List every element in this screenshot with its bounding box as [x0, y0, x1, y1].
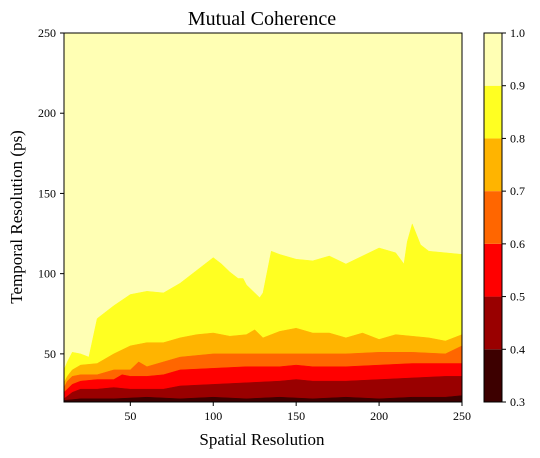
colorbar-tick-label: 0.5 [510, 290, 525, 304]
x-axis-label: Spatial Resolution [199, 430, 325, 449]
colorbar-tick-label: 0.8 [510, 131, 525, 145]
colorbar-frame [483, 32, 503, 403]
y-tick-label: 150 [38, 186, 56, 200]
contour-band-below-0.5 [63, 376, 463, 403]
y-tick-label: 50 [44, 347, 56, 361]
chart-title: Mutual Coherence [188, 8, 336, 30]
colorbar-tick-label: 1.0 [510, 26, 525, 40]
colorbar-tick-label: 0.6 [510, 237, 525, 251]
colorbar-tick-label: 0.9 [510, 79, 525, 93]
y-tick-label: 250 [38, 26, 56, 40]
y-axis: 50 100 150 200 250 [38, 26, 64, 361]
x-tick-label: 100 [204, 409, 222, 423]
y-tick-label: 100 [38, 267, 56, 281]
x-tick-label: 200 [370, 409, 388, 423]
x-axis: 50 100 150 200 250 [124, 402, 471, 423]
colorbar: 0.3 0.4 0.5 0.6 0.7 0.8 0.9 1.0 [483, 26, 525, 409]
x-tick-label: 50 [124, 409, 136, 423]
colorbar-segment [484, 296, 502, 350]
colorbar-tick-label: 0.4 [510, 342, 525, 356]
colorbar-segment [484, 191, 502, 244]
y-tick-label: 200 [38, 106, 56, 120]
colorbar-segment [484, 85, 502, 139]
y-axis-label: Temporal Resolution (ps) [7, 130, 26, 304]
x-tick-label: 150 [287, 409, 305, 423]
x-tick-label: 250 [453, 409, 471, 423]
colorbar-segment [484, 243, 502, 297]
plot-area [63, 32, 463, 403]
contour-band-below-0.4 [63, 395, 463, 403]
colorbar-segment [484, 138, 502, 192]
colorbar-tick-label: 0.3 [510, 395, 525, 409]
colorbar-segment [484, 349, 502, 402]
colorbar-tick-label: 0.7 [510, 184, 525, 198]
plot-frame [63, 32, 463, 403]
colorbar-segment [484, 33, 502, 86]
